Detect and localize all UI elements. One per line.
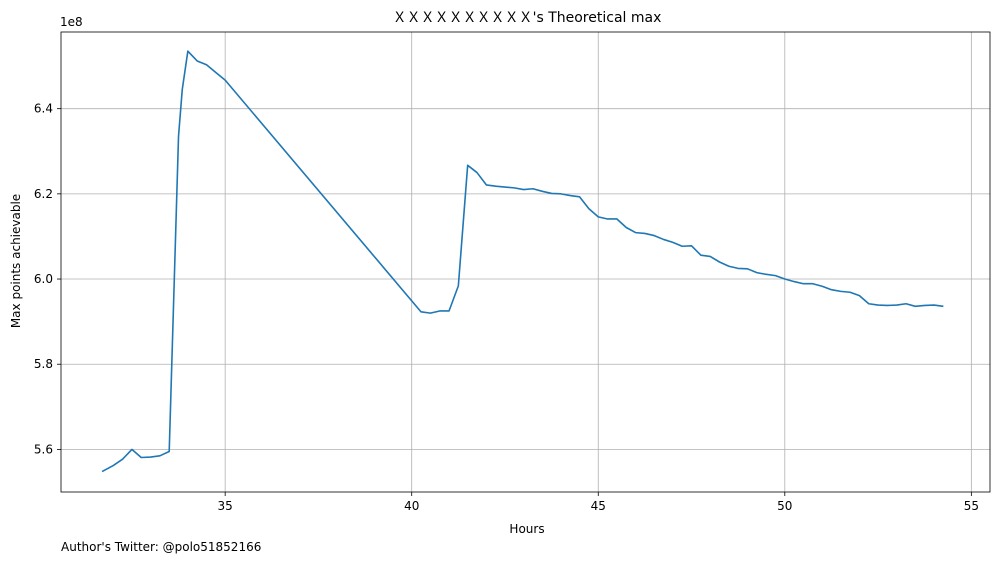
y-tick-label: 6.4 — [34, 102, 53, 116]
x-tick-label: 40 — [404, 499, 419, 513]
x-tick-label: 50 — [777, 499, 792, 513]
y-tick-label: 5.8 — [34, 357, 53, 371]
axes-frame — [60, 31, 991, 493]
series-line — [101, 50, 944, 473]
x-tick-label: 55 — [964, 499, 979, 513]
y-tick-label: 6.2 — [34, 187, 53, 201]
y-tick-label: 5.6 — [34, 442, 53, 456]
x-axis-ticks: 35 40 45 50 55 — [218, 492, 979, 513]
y-tick-label: 6.0 — [34, 272, 53, 286]
y-axis-label: Max points achievable — [9, 194, 23, 328]
y-axis-ticks: 5.6 5.8 6.0 6.2 6.4 — [34, 102, 61, 456]
chart-title: ＸＸＸＸＸＸＸＸＸＸ's Theoretical max — [393, 10, 662, 26]
x-axis-label: Hours — [509, 522, 544, 536]
author-credit: Author's Twitter: @polo51852166 — [61, 540, 261, 554]
x-tick-label: 45 — [591, 499, 606, 513]
x-tick-label: 35 — [218, 499, 233, 513]
gridlines — [61, 32, 990, 492]
y-offset-label: 1e8 — [60, 15, 83, 29]
